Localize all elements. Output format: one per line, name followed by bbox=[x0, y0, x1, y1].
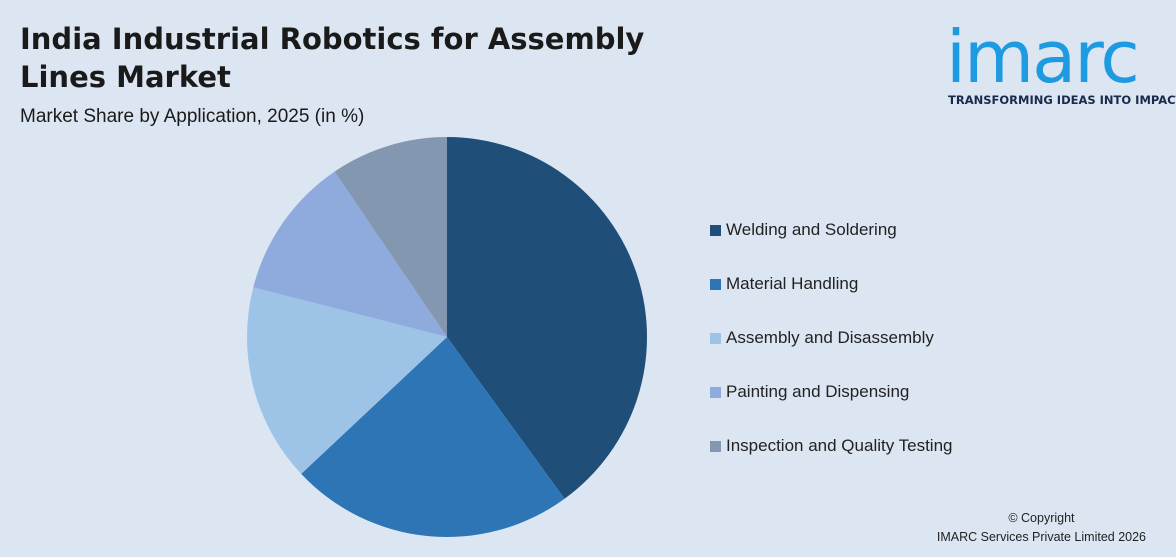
legend-swatch bbox=[710, 387, 721, 398]
legend-label: Material Handling bbox=[726, 274, 859, 293]
pie-slice-painting-and-dispensing bbox=[253, 171, 447, 337]
legend-item-painting-and-dispensing: Painting and Dispensing bbox=[710, 381, 953, 435]
legend-item-welding-and-soldering: Welding and Soldering bbox=[710, 219, 953, 273]
legend-label: Inspection and Quality Testing bbox=[726, 436, 953, 455]
chart-title: India Industrial Robotics for Assembly L… bbox=[20, 22, 645, 94]
logo-wordmark: imarc bbox=[946, 15, 1140, 99]
legend-swatch bbox=[710, 333, 721, 344]
legend-item-material-handling: Material Handling bbox=[710, 273, 953, 327]
legend-swatch bbox=[710, 225, 721, 236]
legend-label: Assembly and Disassembly bbox=[726, 328, 934, 347]
pie-slice-welding-and-soldering bbox=[447, 137, 647, 499]
legend-item-assembly-and-disassembly: Assembly and Disassembly bbox=[710, 327, 953, 381]
legend-swatch bbox=[710, 279, 721, 290]
legend-item-inspection-and-quality-testing: Inspection and Quality Testing bbox=[710, 435, 953, 489]
copyright-notice: © Copyright IMARC Services Private Limit… bbox=[937, 509, 1146, 547]
copyright-line-2: IMARC Services Private Limited 2026 bbox=[936, 530, 1146, 544]
pie-slice-inspection-and-quality-testing bbox=[334, 137, 447, 337]
legend-label: Painting and Dispensing bbox=[726, 382, 910, 401]
legend-swatch bbox=[710, 441, 721, 452]
pie-slice-assembly-and-disassembly bbox=[246, 287, 447, 474]
chart-legend: Welding and Soldering Material Handling As… bbox=[710, 219, 953, 489]
copyright-line-1: © Copyright bbox=[1008, 511, 1075, 525]
legend-label: Welding and Soldering bbox=[726, 220, 897, 239]
logo-tagline: TRANSFORMING IDEAS INTO IMPACT bbox=[948, 93, 1176, 107]
pie-slice-material-handling bbox=[301, 337, 565, 537]
chart-subtitle: Market Share by Application, 2025 (in %) bbox=[20, 106, 365, 127]
imarc-logo: imarc TRANSFORMING IDEAS INTO IMPACT bbox=[946, 10, 1176, 110]
